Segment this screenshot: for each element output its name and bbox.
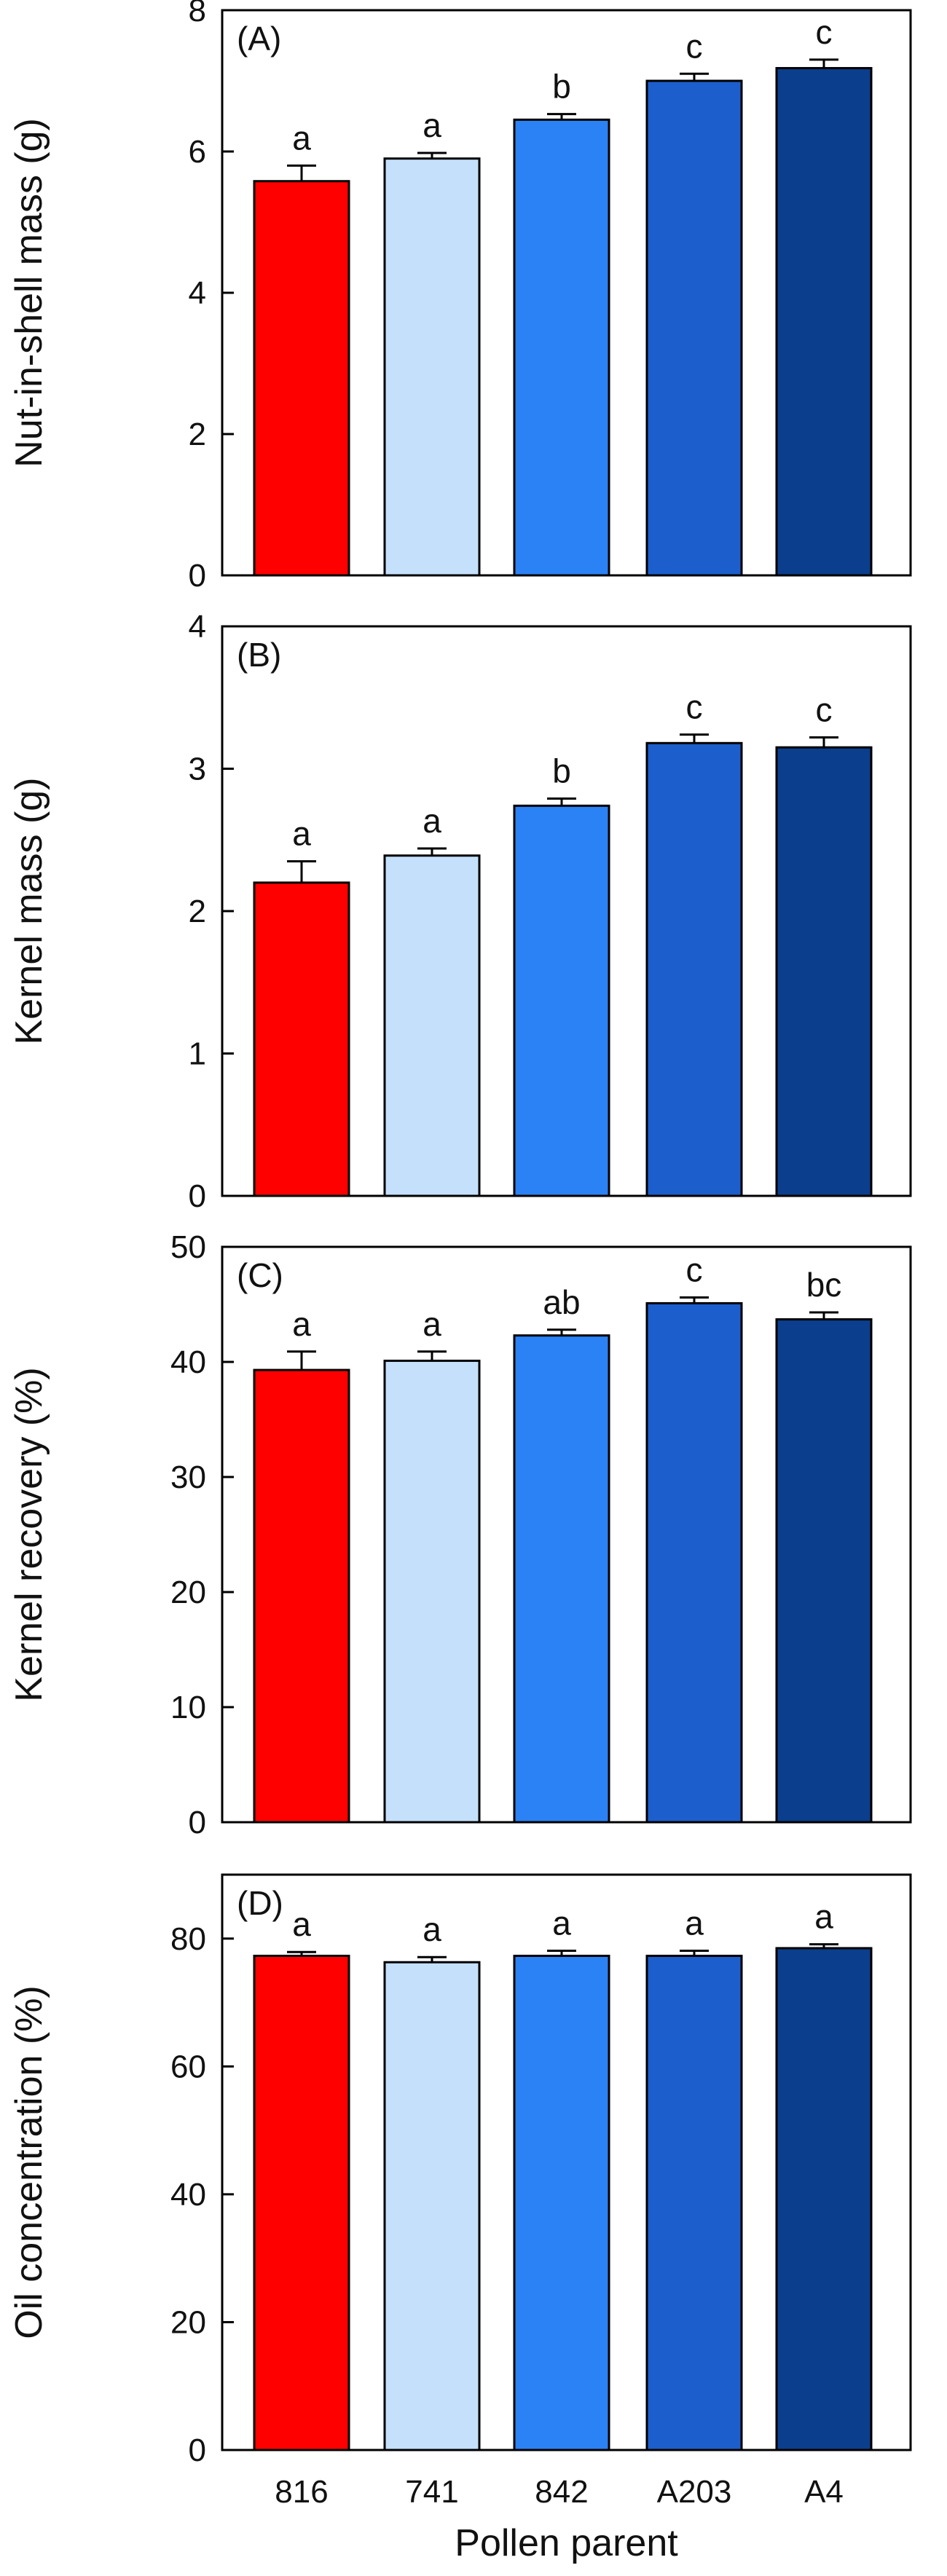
panel-b-ytick-label: 1 (189, 1036, 206, 1072)
panel-d-significance-A4: a (814, 1898, 833, 1936)
panel-d-significance-741: a (423, 1910, 441, 1948)
panel-d-ytick-label: 0 (189, 2433, 206, 2468)
panel-c-ytick-label: 0 (189, 1805, 206, 1840)
panel-c-significance-842: ab (543, 1283, 580, 1321)
panel-a-bar-A203 (645, 79, 743, 577)
panel-b-bar-816 (253, 881, 350, 1197)
panel-b-significance-816: a (292, 815, 311, 853)
panel-d-ytick-label: 80 (170, 1921, 206, 1957)
panel-b-bar-A4 (775, 746, 873, 1197)
panel-b-significance-842: b (552, 752, 571, 790)
panel-a-bar-842 (513, 118, 610, 577)
panel-d-xtick-label: 741 (405, 2474, 458, 2510)
panel-c-ytick-label: 30 (170, 1460, 206, 1495)
panel-c-ytick-label: 10 (170, 1690, 206, 1725)
panel-d-significance-A203: a (685, 1904, 704, 1942)
panel-b-ylabel: Kernel mass (g) (8, 778, 50, 1045)
panel-c-significance-816: a (292, 1305, 311, 1343)
panel-c-ytick-label: 20 (170, 1575, 206, 1610)
panel-d-ylabel: Oil concentration (%) (8, 1985, 50, 2339)
panel-b-significance-741: a (423, 802, 441, 840)
panel-c-ylabel: Kernel recovery (%) (8, 1367, 50, 1701)
panel-d-bar-816 (253, 1954, 350, 2451)
panel-c-significance-741: a (423, 1305, 441, 1343)
panel-d-ytick-label: 60 (170, 2049, 206, 2084)
panel-d-bar-741 (383, 1961, 481, 2451)
panel-b-bar-842 (513, 804, 610, 1197)
panel-d-ytick-label: 40 (170, 2177, 206, 2213)
panel-d-significance-816: a (292, 1905, 311, 1943)
panel-a-ytick-label: 2 (189, 417, 206, 452)
panel-d-xlabel: Pollen parent (455, 2522, 678, 2564)
panel-d-xtick-label: 816 (275, 2474, 328, 2510)
panel-a-significance-741: a (423, 106, 441, 144)
panel-a-ytick-label: 6 (189, 134, 206, 170)
panel-d-panel-label: (D) (237, 1884, 283, 1922)
panel-a-panel-label: (A) (237, 20, 281, 58)
panel-a-bar-816 (253, 180, 350, 577)
panel-b-panel-label: (B) (237, 636, 281, 674)
panel-a-significance-A203: c (686, 27, 703, 65)
panel-d-xtick-label: A4 (804, 2474, 844, 2510)
panel-d-bar-842 (513, 1954, 610, 2451)
panel-a-bar-A4 (775, 67, 873, 577)
panel-c-significance-A203: c (686, 1251, 703, 1289)
panel-c-bar-A4 (775, 1318, 873, 1824)
panel-b-significance-A203: c (686, 688, 703, 726)
panel-d-bar-A203 (645, 1954, 743, 2451)
panel-b-significance-A4: c (816, 690, 833, 728)
panel-a-ytick-label: 8 (189, 0, 206, 28)
panel-b-bar-A203 (645, 741, 743, 1197)
panel-b-ytick-label: 3 (189, 752, 206, 787)
panel-a-significance-842: b (552, 68, 571, 106)
panel-c-bar-816 (253, 1368, 350, 1824)
panel-a-significance-A4: c (816, 13, 833, 51)
panel-c-bar-842 (513, 1334, 610, 1824)
panel-c-ytick-label: 40 (170, 1344, 206, 1380)
panel-a-ytick-label: 4 (189, 275, 206, 311)
panel-a-significance-816: a (292, 119, 311, 157)
panel-c-bar-A203 (645, 1301, 743, 1824)
panel-a-bar-741 (383, 157, 481, 577)
panel-d-xtick-label: A203 (657, 2474, 732, 2510)
panel-d-bar-A4 (775, 1947, 873, 2451)
panel-b-ytick-label: 0 (189, 1178, 206, 1214)
panel-d-ytick-label: 20 (170, 2304, 206, 2340)
panel-c-significance-A4: bc (806, 1266, 842, 1304)
panel-b-bar-741 (383, 854, 481, 1197)
panel-a-ylabel: Nut-in-shell mass (g) (8, 118, 50, 468)
panel-d-significance-842: a (552, 1904, 571, 1942)
panel-c-panel-label: (C) (237, 1256, 283, 1294)
panel-a-ytick-label: 0 (189, 558, 206, 594)
panel-b-ytick-label: 4 (189, 609, 206, 645)
panel-b-ytick-label: 2 (189, 894, 206, 929)
panel-d-xtick-label: 842 (535, 2474, 588, 2510)
panel-c-bar-741 (383, 1359, 481, 1824)
panel-c-ytick-label: 50 (170, 1229, 206, 1265)
